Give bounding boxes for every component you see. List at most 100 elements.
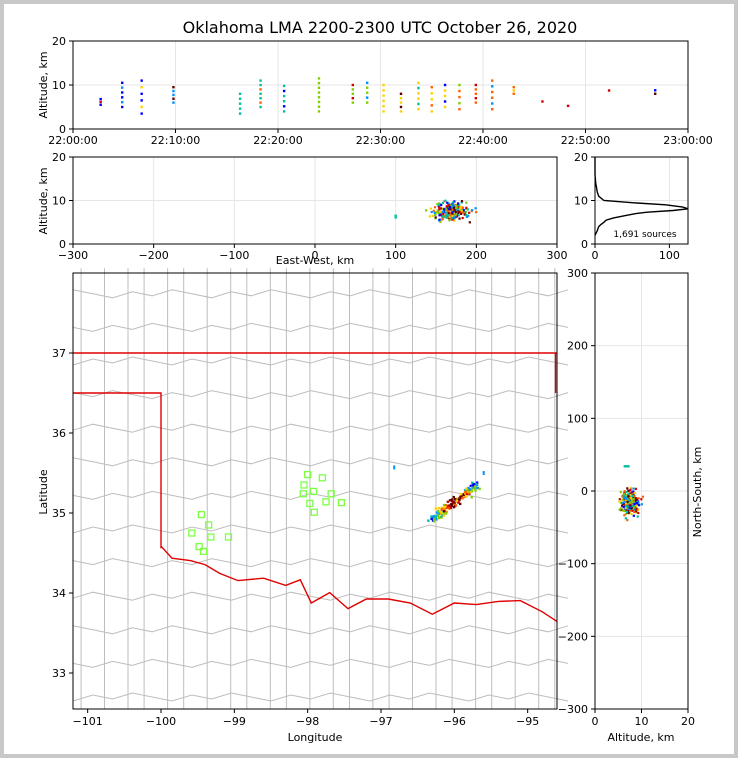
county-boundary <box>72 356 569 366</box>
lightning-source <box>432 520 436 523</box>
longitude-tick-label: −100 <box>146 715 176 728</box>
ns-source <box>619 501 622 504</box>
ew-tick-label: 200 <box>466 249 487 262</box>
ew-source <box>465 213 468 217</box>
time-tick-label: 22:50:00 <box>561 134 610 147</box>
lma-station-marker <box>205 521 213 529</box>
time-height-source <box>351 101 355 104</box>
time-height-source <box>491 96 494 99</box>
lightning-source <box>459 502 462 506</box>
ns-source <box>634 504 638 507</box>
figure-frame: Oklahoma LMA 2200-2300 UTC October 26, 2… <box>4 4 734 754</box>
longitude-tick-label: −101 <box>73 715 103 728</box>
ns-source <box>622 493 626 496</box>
ns-source <box>631 498 634 501</box>
ew-source <box>452 206 456 209</box>
chart-title: Oklahoma LMA 2200-2300 UTC October 26, 2… <box>183 18 578 37</box>
ew-source <box>432 209 435 212</box>
ew-source <box>425 209 428 212</box>
time-height-source <box>172 101 175 104</box>
time-height-source <box>121 86 124 89</box>
ew-source <box>446 201 449 204</box>
ns-source <box>637 501 640 504</box>
ns-height-xlabel: Altitude, km <box>607 731 674 744</box>
lightning-source <box>440 513 444 516</box>
ns-source <box>637 497 640 500</box>
ew-source <box>448 211 451 214</box>
ew-source <box>453 205 457 208</box>
lightning-source <box>465 492 469 496</box>
ew-source <box>441 201 445 205</box>
ns-source <box>634 508 637 512</box>
ew-source <box>449 204 452 207</box>
ns-tick-label: 300 <box>567 267 588 280</box>
lightning-source <box>443 507 447 511</box>
ns-source <box>626 487 629 490</box>
time-height-source <box>140 86 143 89</box>
county-boundary <box>72 457 569 467</box>
hist-altitude-tick-label: 0 <box>581 238 588 251</box>
time-height-source <box>172 89 175 93</box>
ns-source <box>635 497 638 500</box>
ew-source <box>448 205 452 209</box>
time-height-source <box>99 97 102 101</box>
lightning-source <box>437 506 441 510</box>
ew-source <box>447 212 450 215</box>
lightning-source <box>471 481 474 485</box>
ew-source <box>434 216 437 219</box>
ns-altitude-tick-label: 10 <box>635 715 649 728</box>
time-height-source <box>417 108 420 111</box>
time-height-source <box>259 92 262 95</box>
ns-source <box>620 504 624 507</box>
lightning-source <box>470 490 474 493</box>
ew-source <box>462 208 465 212</box>
lightning-source <box>427 519 430 522</box>
lightning-source <box>439 512 442 515</box>
ns-source <box>632 509 635 512</box>
ew-source <box>448 214 451 217</box>
time-height-source <box>140 79 143 82</box>
time-height-source <box>491 102 494 105</box>
time-height-source <box>382 94 385 97</box>
ns-source <box>624 517 627 520</box>
lightning-source <box>445 510 448 514</box>
lightning-source <box>448 499 452 502</box>
time-height-source <box>259 97 262 100</box>
lma-station-marker <box>188 529 196 537</box>
altitude-tick-label: 10 <box>52 79 66 92</box>
time-height-source <box>512 89 515 92</box>
ns-height-ylabel: North-South, km <box>691 447 704 538</box>
lma-station-marker <box>306 499 314 508</box>
lightning-source <box>455 499 459 502</box>
time-height-source <box>365 86 369 89</box>
lightning-source <box>460 495 463 498</box>
ew-source <box>441 210 445 213</box>
time-height-source <box>443 105 447 109</box>
ew-outlier-source <box>394 214 397 219</box>
time-height-source <box>121 100 124 104</box>
ns-source <box>633 502 636 506</box>
ew-source <box>449 214 452 217</box>
ew-altitude-tick-label: 20 <box>52 151 66 164</box>
ew-source <box>451 212 454 216</box>
ns-source <box>640 503 643 506</box>
ew-source <box>453 200 456 203</box>
ew-source <box>465 215 469 218</box>
lma-station-marker <box>207 533 215 541</box>
ns-source <box>625 494 628 497</box>
ew-source <box>436 209 439 212</box>
ew-source <box>463 213 467 216</box>
ew-source <box>453 217 456 220</box>
lightning-source <box>437 509 440 513</box>
ew-source <box>457 214 460 217</box>
ew-source <box>465 201 468 204</box>
time-height-source <box>259 105 262 109</box>
time-height-source <box>382 89 385 92</box>
isolated-source <box>482 471 485 475</box>
ns-tick-label: 0 <box>581 485 588 498</box>
time-height-source <box>282 105 286 108</box>
hist-tick-label: 0 <box>592 249 599 262</box>
ew-source <box>438 218 441 221</box>
ew-source <box>466 208 469 211</box>
lightning-source <box>458 498 461 502</box>
